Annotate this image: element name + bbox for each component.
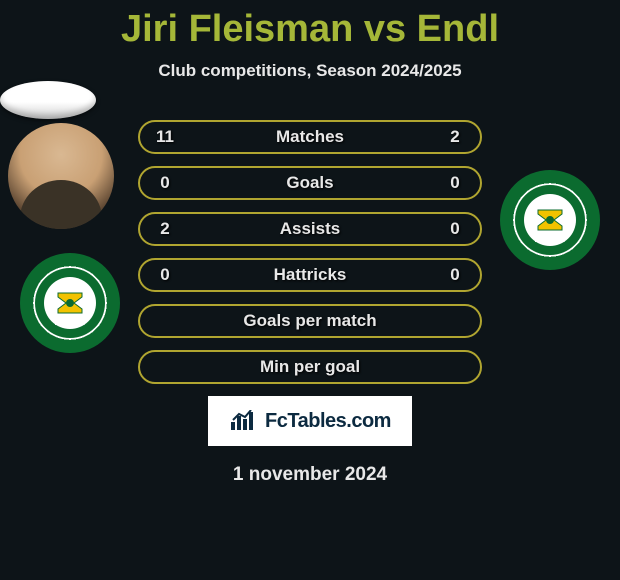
stat-left-value: 11 — [154, 127, 176, 147]
stat-label: Hattricks — [176, 265, 444, 285]
branding-box: FcTables.com — [208, 396, 412, 446]
stat-right-value: 0 — [444, 173, 466, 193]
stat-row: 2 Assists 0 — [138, 212, 482, 246]
stat-label: Min per goal — [154, 357, 466, 377]
stat-left-value: 2 — [154, 219, 176, 239]
club-badge-left: MFK KARVINÁ — [20, 253, 120, 353]
svg-text:KARVINÁ: KARVINÁ — [535, 237, 566, 244]
stat-row: Goals per match — [138, 304, 482, 338]
svg-text:MFK: MFK — [59, 279, 81, 290]
svg-text:MFK: MFK — [539, 196, 561, 207]
stat-label: Assists — [176, 219, 444, 239]
stat-right-value: 0 — [444, 265, 466, 285]
stat-label: Goals per match — [154, 311, 466, 331]
club-crest-icon: MFK KARVINÁ — [514, 184, 586, 256]
page-title: Jiri Fleisman vs Endl — [0, 0, 620, 51]
stat-label: Matches — [176, 127, 444, 147]
svg-text:KARVINÁ: KARVINÁ — [55, 320, 86, 327]
stat-right-value: 2 — [444, 127, 466, 147]
stat-label: Goals — [176, 173, 444, 193]
footer-date: 1 november 2024 — [138, 464, 482, 486]
bar-chart-icon — [229, 410, 257, 432]
stat-row: 0 Goals 0 — [138, 166, 482, 200]
stat-row: 0 Hattricks 0 — [138, 258, 482, 292]
stat-left-value: 0 — [154, 173, 176, 193]
club-badge-right: MFK KARVINÁ — [500, 170, 600, 270]
page-subtitle: Club competitions, Season 2024/2025 — [0, 61, 620, 81]
stat-left-value: 0 — [154, 265, 176, 285]
stats-block: 11 Matches 2 0 Goals 0 2 Assists 0 0 Hat… — [138, 120, 482, 486]
player-left-avatar — [8, 123, 114, 229]
player-right-avatar — [0, 81, 96, 119]
stat-right-value: 0 — [444, 219, 466, 239]
stat-row: Min per goal — [138, 350, 482, 384]
branding-text: FcTables.com — [265, 410, 391, 433]
stat-row: 11 Matches 2 — [138, 120, 482, 154]
club-crest-icon: MFK KARVINÁ — [34, 267, 106, 339]
